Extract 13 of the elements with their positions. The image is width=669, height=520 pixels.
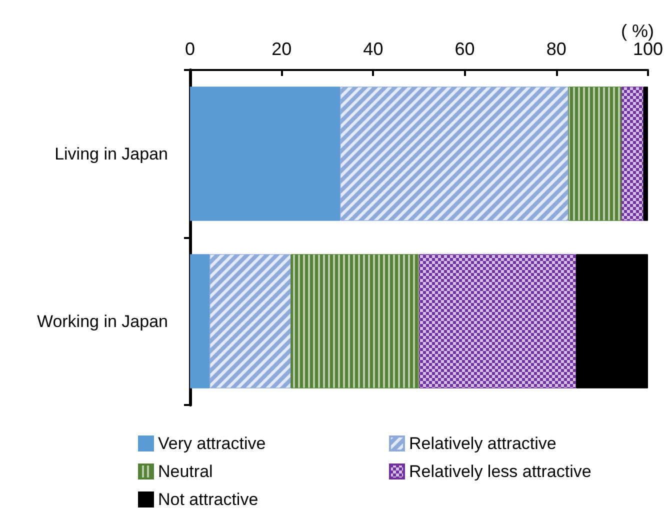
legend-label: Relatively attractive	[409, 434, 556, 453]
y-tick-label: Working in Japan	[36, 312, 168, 331]
x-axis-title: ( %)	[621, 21, 654, 41]
x-tick-label: 80	[546, 39, 566, 59]
x-tick-label: 20	[272, 39, 292, 59]
x-tick-label: 40	[363, 39, 384, 59]
legend-label: Not attractive	[158, 490, 258, 509]
legend-label: Relatively less attractive	[409, 462, 592, 481]
legend-label: Very attractive	[158, 434, 266, 453]
legend-label: Neutral	[158, 462, 213, 481]
x-tick-label: 0	[184, 39, 196, 59]
x-tick-label: 60	[454, 39, 475, 59]
y-tick-label: Living in Japan	[54, 144, 168, 164]
